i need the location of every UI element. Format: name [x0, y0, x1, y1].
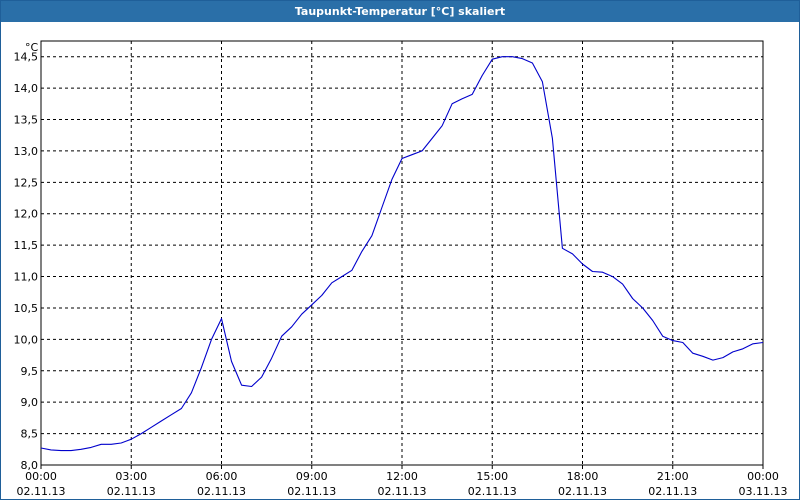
x-tick-date-label: 02.11.13 [648, 485, 697, 498]
y-tick-label: 8,5 [21, 428, 39, 441]
x-tick-date-label: 02.11.13 [107, 485, 156, 498]
y-axis-unit-label: °C [25, 41, 39, 54]
y-tick-label: 13,0 [14, 145, 39, 158]
y-tick-label: 14,0 [14, 82, 39, 95]
grid [41, 41, 763, 466]
y-axis: 8,0 8,5 9,0 9,5 10,0 10,5 11,0 11,5 12,0 12,5 13,0… [14, 41, 39, 472]
x-tick-time-label: 18:00 [567, 470, 599, 483]
y-tick-label: 10,5 [14, 302, 39, 315]
x-tick-time-label: 03:00 [115, 470, 147, 483]
x-axis: 00:00 02.11.13 03:00 02.11.13 06:00 02.11.13 0… [17, 465, 788, 498]
window-title: Taupunkt-Temperatur [°C] skaliert [1, 1, 799, 22]
series-line-dewpoint [40, 56, 764, 452]
x-tick-time-label: 00:00 [25, 470, 57, 483]
x-tick-time-label: 06:00 [206, 470, 238, 483]
x-tick-date-label: 02.11.13 [468, 485, 517, 498]
x-tick-time-label: 12:00 [386, 470, 418, 483]
x-tick-date-label: 02.11.13 [197, 485, 246, 498]
x-tick-time-label: 00:00 [747, 470, 779, 483]
y-tick-label: 12,5 [14, 176, 39, 189]
y-tick-label: 11,5 [14, 239, 39, 252]
x-tick-date-label: 02.11.13 [378, 485, 427, 498]
x-tick-date-label: 03.11.13 [739, 485, 788, 498]
y-tick-label: 9,5 [21, 365, 39, 378]
x-tick-time-label: 15:00 [476, 470, 508, 483]
x-tick-date-label: 02.11.13 [17, 485, 66, 498]
x-tick-time-label: 09:00 [296, 470, 328, 483]
y-tick-label: 8,0 [21, 459, 39, 472]
x-tick-date-label: 02.11.13 [558, 485, 607, 498]
series-layer [40, 56, 764, 452]
x-tick-date-label: 02.11.13 [287, 485, 336, 498]
y-tick-label: 11,0 [14, 271, 39, 284]
y-tick-label: 9,0 [21, 396, 39, 409]
y-tick-label: 10,0 [14, 333, 39, 346]
y-tick-label: 12,0 [14, 208, 39, 221]
y-tick-label: 13,5 [14, 114, 39, 127]
y-tick-label: 14,5 [14, 51, 39, 64]
x-tick-time-label: 21:00 [657, 470, 689, 483]
